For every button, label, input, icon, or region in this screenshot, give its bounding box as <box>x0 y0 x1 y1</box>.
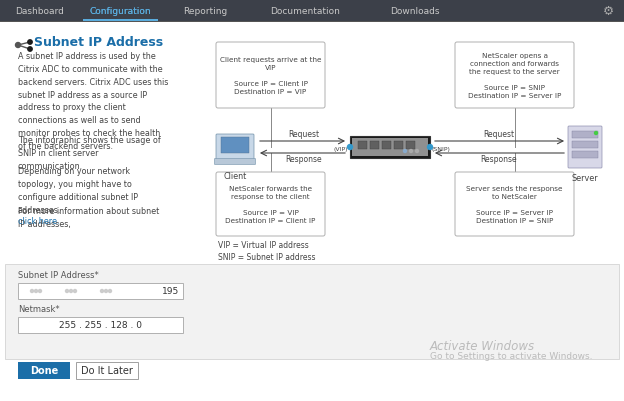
Circle shape <box>69 290 72 293</box>
Bar <box>370 142 379 150</box>
FancyBboxPatch shape <box>216 43 325 109</box>
Bar <box>18 317 183 333</box>
Text: Dashboard: Dashboard <box>16 6 64 16</box>
FancyBboxPatch shape <box>216 172 325 237</box>
Circle shape <box>66 290 69 293</box>
Text: NetScaler opens a
connection and forwards
the request to the server

Source IP =: NetScaler opens a connection and forward… <box>468 53 561 99</box>
Text: Subnet IP Address*: Subnet IP Address* <box>18 270 99 279</box>
Text: A subnet IP address is used by the
Citrix ADC to communicate with the
backend se: A subnet IP address is used by the Citri… <box>18 52 168 150</box>
Text: (SNIP): (SNIP) <box>432 147 451 152</box>
Text: Configuration: Configuration <box>89 6 151 16</box>
Text: For more information about subnet
IP addresses,: For more information about subnet IP add… <box>18 207 159 228</box>
Text: Client requests arrive at the
VIP

Source IP = Client IP
Destination IP = VIP: Client requests arrive at the VIP Source… <box>220 57 321 95</box>
Bar <box>358 142 367 150</box>
Text: Server: Server <box>572 174 598 182</box>
Bar <box>76 362 138 379</box>
Text: The infographic shows the usage of
SNIP in client server
communication.: The infographic shows the usage of SNIP … <box>18 136 161 170</box>
Circle shape <box>28 41 32 45</box>
Text: Subnet IP Address: Subnet IP Address <box>34 35 163 49</box>
Text: Go to Settings to activate Windows.: Go to Settings to activate Windows. <box>430 351 593 360</box>
FancyBboxPatch shape <box>455 43 574 109</box>
Text: Response: Response <box>285 155 322 164</box>
Text: Request: Request <box>483 130 514 139</box>
FancyBboxPatch shape <box>455 172 574 237</box>
Bar <box>350 137 430 159</box>
Text: Done: Done <box>30 366 58 376</box>
FancyBboxPatch shape <box>568 127 602 168</box>
Text: Depending on your network
topology, you might have to
configure additional subne: Depending on your network topology, you … <box>18 166 138 214</box>
Text: Configuration: Configuration <box>89 6 151 16</box>
Bar <box>382 142 391 150</box>
Text: Downloads: Downloads <box>390 6 440 16</box>
Text: Netmask*: Netmask* <box>18 304 60 313</box>
Bar <box>572 132 598 139</box>
Bar <box>572 152 598 159</box>
Circle shape <box>31 290 34 293</box>
Circle shape <box>595 132 598 135</box>
Circle shape <box>104 290 107 293</box>
Circle shape <box>427 145 432 150</box>
Text: VIP = Virtual IP address
SNIP = Subnet IP address: VIP = Virtual IP address SNIP = Subnet I… <box>218 241 316 262</box>
Text: Request: Request <box>288 130 319 139</box>
Text: 195: 195 <box>162 287 180 296</box>
Bar <box>572 142 598 149</box>
Circle shape <box>404 150 406 153</box>
Text: Activate Windows: Activate Windows <box>430 339 535 352</box>
Bar <box>82 0 157 22</box>
Circle shape <box>16 43 21 49</box>
Bar <box>0 22 624 23</box>
Text: Do It Later: Do It Later <box>81 366 133 376</box>
Bar <box>394 142 403 150</box>
Bar <box>221 138 249 154</box>
Bar <box>18 362 70 379</box>
Circle shape <box>409 150 412 153</box>
Bar <box>0 0 624 22</box>
Circle shape <box>109 290 112 293</box>
Text: (VIP): (VIP) <box>333 147 348 152</box>
Bar <box>406 142 415 150</box>
Circle shape <box>74 290 77 293</box>
Text: Client: Client <box>223 172 246 180</box>
Circle shape <box>416 150 419 153</box>
Bar <box>82 20 157 22</box>
Text: Documentation: Documentation <box>270 6 340 16</box>
Text: click here.: click here. <box>18 217 59 225</box>
Circle shape <box>39 290 42 293</box>
Circle shape <box>348 145 353 150</box>
Text: Server sends the response
to NetScaler

Source IP = Server IP
Destination IP = S: Server sends the response to NetScaler S… <box>466 186 563 223</box>
FancyBboxPatch shape <box>215 159 255 165</box>
Bar <box>352 139 428 157</box>
Text: Response: Response <box>480 155 517 164</box>
Text: NetScaler forwards the
response to the client

Source IP = VIP
Destination IP = : NetScaler forwards the response to the c… <box>225 186 316 223</box>
Bar <box>18 283 183 299</box>
Circle shape <box>34 290 37 293</box>
Bar <box>5 264 619 359</box>
Text: 255 . 255 . 128 . 0: 255 . 255 . 128 . 0 <box>59 321 142 330</box>
Text: Reporting: Reporting <box>183 6 227 16</box>
Text: ⚙: ⚙ <box>602 4 613 18</box>
Circle shape <box>100 290 104 293</box>
FancyBboxPatch shape <box>216 135 254 160</box>
Circle shape <box>28 48 32 52</box>
